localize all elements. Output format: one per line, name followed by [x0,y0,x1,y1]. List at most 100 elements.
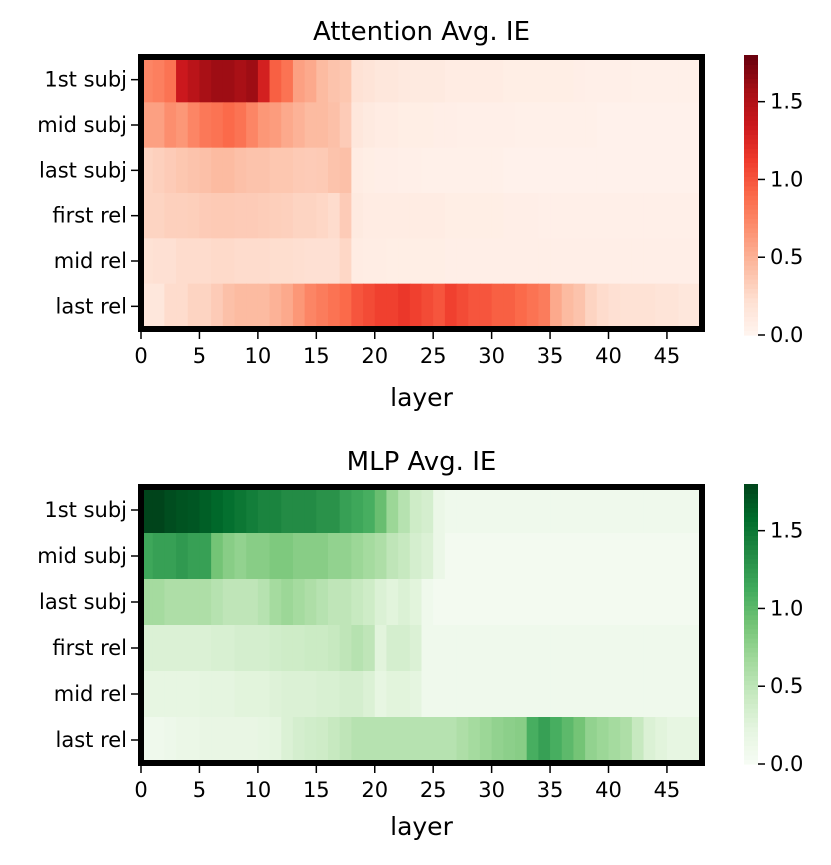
x-tick-label: 20 [361,344,388,368]
heatmap-cell [444,717,458,764]
heatmap-cell [328,57,341,103]
colorbar-segment [744,269,758,275]
heatmap-cell [328,625,341,672]
heatmap-cell [491,533,504,580]
heatmap-cell [596,625,610,672]
heatmap-cell [421,533,434,580]
heatmap-cell [211,625,224,672]
x-tick-label: 45 [654,344,681,368]
heatmap-cell [608,102,621,149]
heatmap-cell [468,147,481,194]
heatmap-cell [409,533,423,580]
heatmap-cell [398,57,411,103]
heatmap-cell [351,147,364,194]
heatmap-cell [585,671,598,718]
colorbar-segment [744,195,758,201]
heatmap-cell [246,717,259,764]
heatmap-cell [386,625,399,672]
heatmap-cell [561,625,575,672]
heatmap-cell [164,487,177,534]
heatmap-cell [304,283,317,330]
heatmap-cell [281,579,294,626]
heatmap-cell [257,193,271,239]
colorbar-segment [744,521,758,527]
heatmap-cell [526,102,539,149]
heatmap-cell [503,147,516,194]
heatmap-cell [199,283,212,330]
heatmap-cell [515,283,528,330]
heatmap-cell [398,102,411,149]
heatmap-cell [339,147,352,194]
colorbar-segment [744,614,758,620]
heatmap-cell [304,147,317,194]
heatmap-cell [386,487,399,534]
heatmap-cell [666,283,680,330]
heatmap-cell [222,57,236,103]
colorbar-segment [744,619,758,625]
colorbar-segment [744,586,758,592]
heatmap-cell [234,102,247,149]
colorbar-segment [744,684,758,690]
heatmap-cell [421,487,434,534]
heatmap-cell [246,147,259,194]
colorbar-segment [744,237,758,243]
heatmap-cell [655,533,668,580]
heatmap-cell [409,283,423,330]
heatmap-cell [211,533,224,580]
heatmap-cell [550,487,563,534]
colorbar-segment [744,157,758,163]
heatmap-cell [164,579,177,626]
colorbar-segment [744,227,758,233]
heatmap-cell [573,102,586,149]
heatmap-cell [561,579,575,626]
heatmap-cell [433,625,446,672]
heatmap-cell [281,283,294,330]
heatmap-cell [409,671,423,718]
heatmap-cell [468,193,481,239]
colorbar-segment [744,624,758,630]
heatmap-cell [561,102,575,149]
heatmap-cell [152,533,165,580]
heatmap-cell [222,625,236,672]
colorbar-segment [744,717,758,723]
heatmap-cell [211,57,224,103]
heatmap-cell [339,487,352,534]
heatmap-cell [678,283,691,330]
heatmap-cell [176,533,189,580]
heatmap-cell [433,717,446,764]
heatmap-cell [199,238,212,285]
heatmap-cell [316,147,329,194]
colorbar-segment [744,502,758,508]
heatmap-cell [246,487,259,534]
heatmap-cell [351,57,364,103]
colorbar-tick-label: 1.0 [770,167,803,191]
heatmap-cell [141,671,154,718]
heatmap-cell [363,283,376,330]
heatmap-cell [573,238,586,285]
heatmap-cell [666,57,680,103]
x-axis-label: layer [390,383,453,412]
heatmap-cell [292,625,306,672]
heatmap-cell [269,283,282,330]
colorbar-segment [744,279,758,285]
heatmap-cell [374,57,388,103]
heatmap-cell [386,671,399,718]
heatmap-cell [444,283,458,330]
heatmap-cell [222,533,236,580]
heatmap-cell [561,533,575,580]
heatmap-cell [585,487,598,534]
heatmap-cell [187,579,201,626]
heatmap-cell [585,533,598,580]
heatmap-cell [351,717,364,764]
colorbar-segment [744,484,758,490]
heatmap-cell [491,283,504,330]
heatmap-cell [187,238,201,285]
heatmap-cell [608,671,621,718]
heatmap-cell [234,717,247,764]
heatmap-cell [479,533,493,580]
colorbar-segment [744,666,758,672]
heatmap-cell [620,283,633,330]
heatmap-cell [468,238,481,285]
heatmap-cell [386,193,399,239]
colorbar-segment [744,530,758,536]
